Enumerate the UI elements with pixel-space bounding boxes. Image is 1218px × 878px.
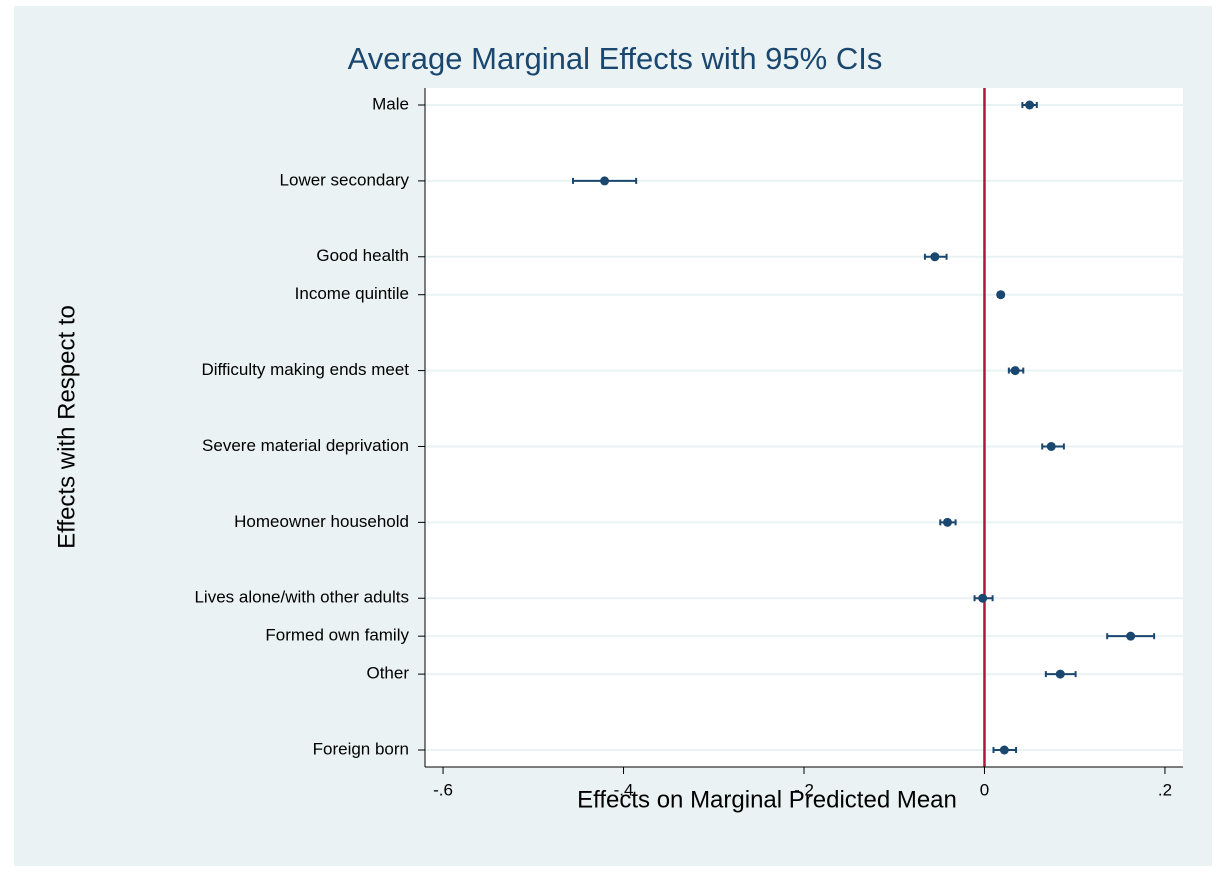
x-axis-label: Effects on Marginal Predicted Mean — [577, 786, 957, 813]
y-tick-label: Formed own family — [265, 626, 409, 645]
y-tick-label: Other — [366, 664, 409, 683]
y-tick-label: Foreign born — [313, 739, 409, 758]
x-tick-label: -.2 — [794, 780, 814, 799]
y-tick-label: Difficulty making ends meet — [201, 360, 409, 379]
point — [930, 252, 940, 262]
point — [1055, 669, 1065, 679]
point — [1126, 631, 1136, 641]
point — [600, 176, 610, 186]
x-tick-label: -.6 — [433, 780, 453, 799]
point — [1025, 100, 1035, 110]
x-tick-label: -.4 — [614, 780, 634, 799]
point — [1046, 441, 1056, 451]
y-axis-label: Effects with Respect to — [53, 305, 80, 549]
y-tick-label: Lives alone/with other adults — [194, 588, 409, 607]
y-tick-label: Lower secondary — [280, 170, 410, 189]
point — [996, 290, 1006, 300]
point — [942, 517, 952, 527]
point — [978, 593, 988, 603]
chart-title: Average Marginal Effects with 95% CIs — [348, 41, 883, 76]
x-tick-label: .2 — [1158, 780, 1172, 799]
x-tick-label: 0 — [980, 780, 989, 799]
y-tick-label: Severe material deprivation — [202, 436, 409, 455]
plot-area — [425, 88, 1183, 767]
y-tick-label: Income quintile — [295, 284, 409, 303]
point — [1010, 366, 1020, 376]
point — [999, 745, 1009, 755]
y-tick-label: Good health — [316, 246, 409, 265]
y-tick-label: Male — [372, 94, 409, 113]
y-tick-label: Homeowner household — [234, 512, 409, 531]
